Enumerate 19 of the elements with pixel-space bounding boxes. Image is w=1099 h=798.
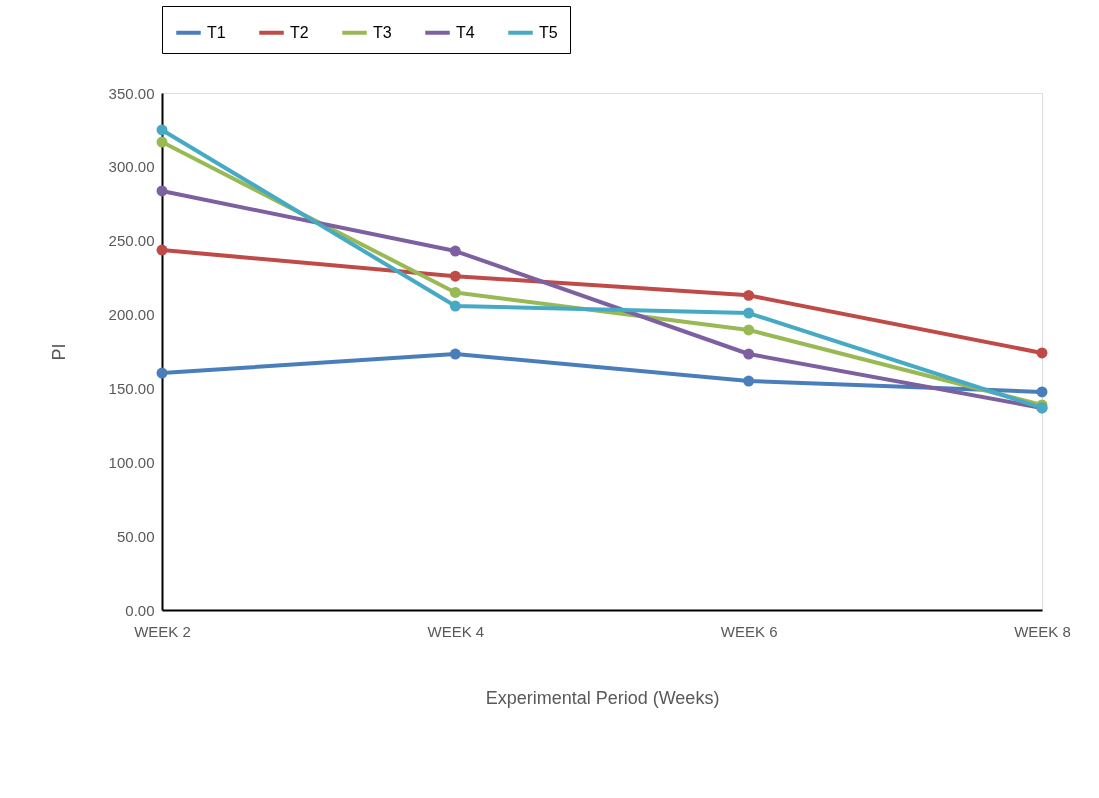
- legend-label: T5: [539, 23, 558, 41]
- y-tick-label: 100.00: [108, 453, 155, 471]
- legend-label: T1: [207, 23, 226, 41]
- y-tick-label: 50.00: [116, 527, 155, 545]
- legend-label: T4: [456, 23, 475, 41]
- x-axis-title: Experimental Period (Weeks): [485, 687, 720, 708]
- y-tick-label: 0.00: [125, 601, 155, 619]
- y-tick-label: 250.00: [108, 232, 155, 250]
- x-tick-label: WEEK 6: [720, 622, 778, 640]
- legend-label: T2: [290, 23, 309, 41]
- legend-label: T3: [373, 23, 392, 41]
- x-tick-label: WEEK 2: [134, 622, 191, 640]
- y-tick-label: 350.00: [108, 84, 155, 102]
- y-axis-title: PI: [48, 343, 69, 361]
- y-tick-label: 150.00: [108, 379, 155, 397]
- y-tick-label: 200.00: [108, 306, 155, 324]
- y-tick-label: 300.00: [108, 158, 155, 176]
- x-tick-label: WEEK 8: [1014, 622, 1071, 640]
- x-tick-label: WEEK 4: [427, 622, 485, 640]
